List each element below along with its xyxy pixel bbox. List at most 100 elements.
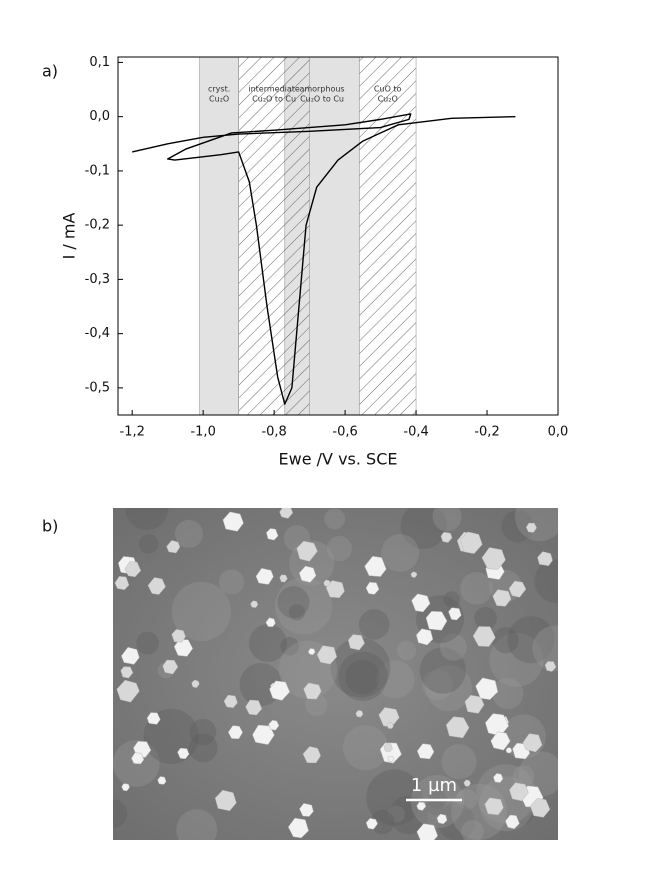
region-label: intermediate	[248, 85, 300, 94]
region-label: Cu₂O to Cu	[300, 95, 344, 104]
panel-label: b)	[42, 517, 58, 536]
sem-texture	[342, 724, 389, 771]
x-tick-label: -1,0	[190, 425, 215, 440]
sem-particle	[522, 733, 543, 753]
sem-particle	[299, 803, 314, 817]
sem-particle	[296, 540, 318, 562]
sem-texture	[396, 640, 417, 661]
panel-label: a)	[42, 62, 58, 81]
sem-texture	[441, 744, 477, 780]
sem-particle	[386, 722, 394, 729]
sem-particle	[269, 680, 290, 701]
y-tick-label: -0,1	[85, 163, 110, 178]
sem-particle	[146, 712, 161, 725]
sem-particle	[302, 746, 321, 764]
sem-particle	[191, 679, 200, 688]
sem-particle	[347, 634, 365, 651]
sem-particle	[484, 797, 504, 816]
sem-particle	[416, 628, 434, 646]
sem-particle	[162, 659, 179, 675]
sem-texture	[275, 577, 333, 635]
sem-particle	[116, 679, 140, 703]
sem-particle	[544, 661, 557, 672]
sem-particle	[303, 682, 322, 700]
sem-particle	[505, 814, 520, 830]
sem-particle	[227, 725, 243, 739]
sem-particle	[121, 783, 130, 792]
sem-particle	[173, 639, 194, 657]
sem-texture	[138, 534, 159, 554]
sem-particle	[505, 747, 513, 754]
sem-particle	[525, 522, 537, 533]
sem-particle	[214, 789, 237, 812]
x-tick-label: -0,6	[332, 425, 357, 440]
region-label: CuO to	[374, 85, 402, 94]
sem-particle	[124, 561, 142, 578]
sem-texture	[534, 559, 558, 603]
sem-particle	[131, 752, 145, 765]
x-tick-label: 0,0	[548, 425, 569, 440]
sem-texture	[176, 809, 218, 840]
sem-particle	[279, 574, 288, 583]
sem-particle	[387, 755, 395, 763]
sem-texture	[324, 508, 346, 530]
sem-particles	[113, 508, 558, 840]
plot-frame	[117, 56, 559, 416]
sem-particle	[265, 617, 276, 627]
sem-background	[113, 508, 558, 840]
sem-particle	[364, 555, 387, 577]
sem-texture	[451, 783, 508, 840]
sem-particle	[325, 580, 345, 598]
sem-particle	[308, 648, 316, 656]
sem-particle	[147, 577, 166, 595]
sem-texture	[125, 508, 169, 531]
y-tick-label: -0,5	[85, 380, 110, 395]
sem-particle	[298, 565, 317, 583]
sem-particle	[268, 719, 280, 731]
sem-texture	[136, 631, 159, 655]
sem-particle	[121, 646, 140, 665]
sem-texture	[370, 809, 395, 835]
sem-particle	[416, 801, 427, 811]
sem-texture	[305, 693, 328, 716]
sem-texture	[248, 624, 287, 663]
region	[358, 56, 417, 416]
x-tick-label: -1,2	[120, 425, 145, 440]
sem-particle	[440, 531, 453, 543]
sem-particle	[365, 582, 380, 595]
sem-particle	[157, 776, 167, 785]
sem-particle	[448, 607, 462, 621]
x-tick-label: -0,2	[474, 425, 499, 440]
y-tick-label: -0,4	[85, 326, 110, 341]
sem-texture	[432, 508, 462, 532]
sem-particle	[245, 699, 263, 716]
sem-texture	[358, 609, 390, 640]
sem-texture	[437, 803, 475, 840]
sem-particle	[166, 540, 181, 554]
sem-texture	[491, 677, 524, 710]
sem-particle	[475, 677, 499, 700]
sem-texture	[277, 586, 310, 619]
sem-particle	[416, 823, 438, 840]
sem-texture	[514, 508, 558, 542]
sem-texture	[425, 665, 473, 712]
cv-curve	[132, 113, 516, 405]
sem-texture	[366, 769, 423, 826]
region-label: cryst.	[208, 85, 230, 94]
region	[238, 56, 310, 416]
sem-particle	[410, 571, 418, 578]
sem-texture	[338, 651, 388, 701]
region-label: Cu₂O	[378, 95, 398, 104]
sem-particle	[509, 782, 529, 802]
region-label: Cu₂O	[209, 95, 229, 104]
sem-texture	[345, 659, 380, 695]
sem-particle	[490, 731, 511, 751]
x-tick-label: -0,4	[403, 425, 428, 440]
sem-texture	[419, 647, 466, 694]
sem-particle	[411, 593, 431, 613]
sem-particle	[459, 531, 483, 554]
sem-texture	[518, 751, 558, 797]
sem-texture	[501, 510, 534, 543]
sem-particle	[365, 817, 378, 830]
